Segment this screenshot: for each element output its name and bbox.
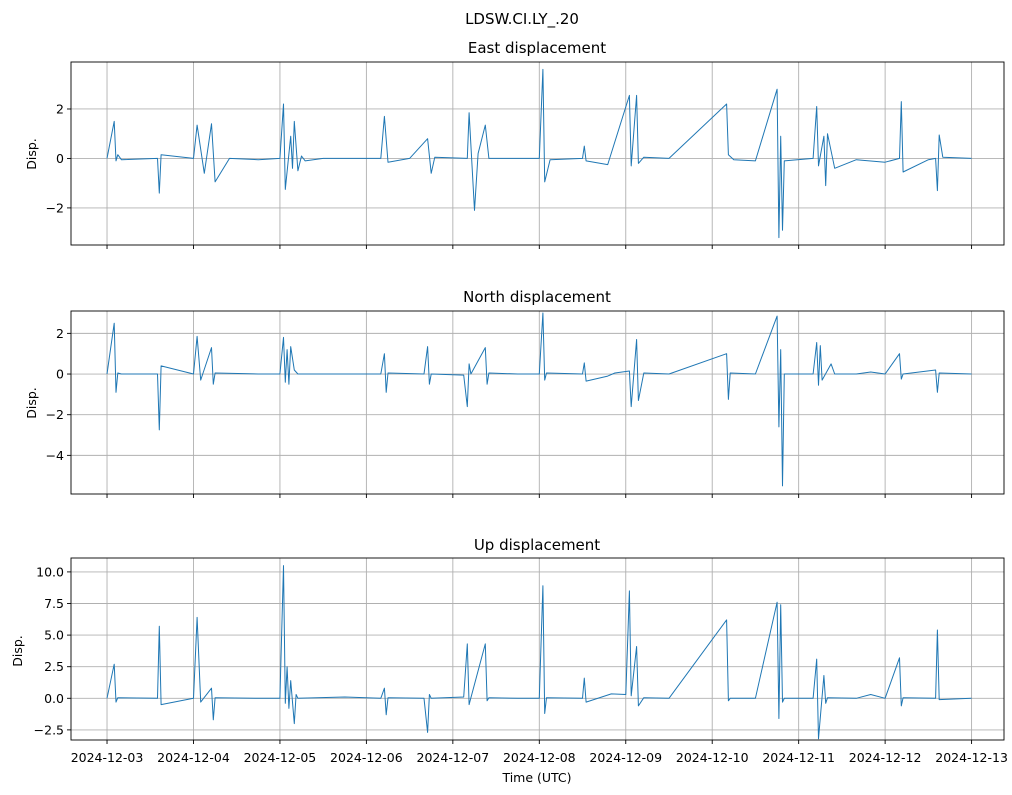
x-tick-label: 2024-12-09: [589, 750, 662, 765]
x-tick-label: 2024-12-05: [244, 750, 317, 765]
panel-north-title: North displacement: [463, 288, 611, 306]
panel-up-axes: 2024-12-03 2024-12-04 2024-12-05 2024-12-06…: [34, 557, 1008, 765]
y-tick-label: 7.5: [44, 596, 64, 611]
axes-frame: [70, 61, 1005, 246]
panel-up-title: Up displacement: [474, 536, 600, 554]
panel-up: Up displacement Disp. 2024-12-03 2024-12-…: [10, 536, 1008, 765]
axes-frame: [70, 557, 1005, 741]
series-line: [106, 68, 972, 239]
panel-up-ylabel: Disp.: [10, 635, 25, 667]
y-tick-label: 0: [56, 151, 64, 166]
panel-north-ylabel: Disp.: [24, 387, 39, 419]
series-line: [106, 565, 972, 740]
x-tick-label: 2024-12-12: [849, 750, 922, 765]
x-tick-label: 2024-12-07: [417, 750, 490, 765]
y-tick-label: 2: [56, 326, 64, 341]
y-tick-label: 2: [56, 101, 64, 116]
x-tick-label: 2024-12-03: [71, 750, 144, 765]
y-tick-label: −4: [46, 448, 64, 463]
panel-east-title: East displacement: [468, 39, 606, 57]
y-tick-label: −2: [46, 200, 64, 215]
axes-frame: [70, 310, 1005, 495]
x-tick-label: 2024-12-08: [503, 750, 576, 765]
x-tick-label: 2024-12-13: [935, 750, 1008, 765]
x-tick-label: 2024-12-10: [676, 750, 749, 765]
y-tick-label: 5.0: [44, 628, 64, 643]
panel-north: North displacement Disp. −4 −2 0 2: [24, 288, 1005, 498]
panel-east-axes: −2 0 2: [46, 61, 1005, 249]
y-tick-label: 10.0: [36, 564, 64, 579]
y-tick-label: 0: [56, 367, 64, 382]
x-tick-label: 2024-12-06: [330, 750, 403, 765]
y-tick-label: −2: [46, 407, 64, 422]
x-tick-label: 2024-12-04: [157, 750, 230, 765]
y-tick-label: −2.5: [34, 722, 64, 737]
y-tick-label: 0.0: [44, 691, 64, 706]
series-line: [106, 312, 972, 487]
x-axis-label: Time (UTC): [501, 770, 571, 785]
panel-east: East displacement Disp. −2 0 2: [24, 39, 1005, 249]
panel-east-ylabel: Disp.: [24, 138, 39, 170]
x-tick-label: 2024-12-11: [762, 750, 835, 765]
figure-suptitle: LDSW.CI.LY_.20: [465, 10, 579, 29]
y-tick-label: 2.5: [44, 659, 64, 674]
panel-north-axes: −4 −2 0 2: [46, 310, 1005, 498]
